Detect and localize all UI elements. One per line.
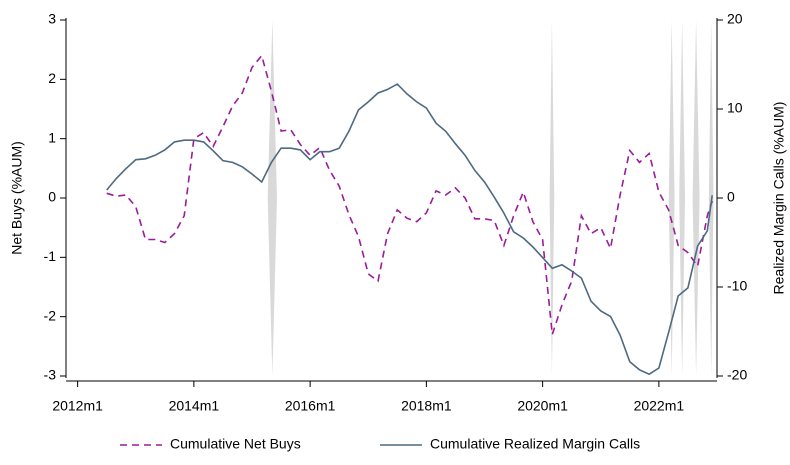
- legend-label: Cumulative Realized Margin Calls: [430, 436, 640, 452]
- y-tick-label: 1: [48, 129, 56, 145]
- y-tick-label: 3: [48, 11, 56, 27]
- y-tick-label: -3: [44, 367, 57, 383]
- y-tick-label: -2: [44, 307, 57, 323]
- y2-tick-label: -10: [727, 278, 747, 294]
- shaded-period: [668, 20, 675, 376]
- x-tick-label: 2012m1: [52, 398, 103, 414]
- x-tick-label: 2022m1: [634, 398, 685, 414]
- shaded-period: [549, 20, 555, 376]
- shaded-period: [267, 20, 277, 376]
- y2-tick-label: -20: [727, 367, 747, 383]
- x-tick-label: 2018m1: [401, 398, 452, 414]
- series-line: [106, 83, 713, 376]
- y2-tick-label: 20: [727, 11, 743, 27]
- legend-label: Cumulative Net Buys: [170, 436, 301, 452]
- shaded-period: [679, 20, 686, 376]
- y-tick-label: -1: [44, 248, 57, 264]
- y-tick-label: 0: [48, 189, 56, 205]
- y2-axis-title: Realized Margin Calls (%AUM): [771, 102, 787, 295]
- y2-tick-label: 0: [727, 189, 735, 205]
- y2-tick-label: 10: [727, 100, 743, 116]
- series-line: [106, 53, 713, 335]
- x-tick-label: 2016m1: [285, 398, 336, 414]
- y-tick-label: 2: [48, 70, 56, 86]
- y-axis-title: Net Buys (%AUM): [9, 141, 25, 255]
- x-tick-label: 2020m1: [517, 398, 568, 414]
- x-tick-label: 2014m1: [169, 398, 220, 414]
- shaded-period: [692, 20, 700, 376]
